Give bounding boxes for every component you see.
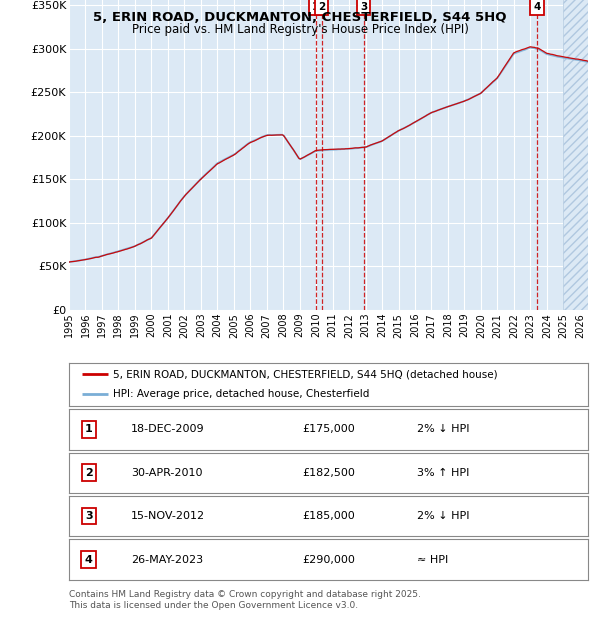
- Text: 3% ↑ HPI: 3% ↑ HPI: [417, 467, 469, 478]
- Text: 1: 1: [85, 424, 92, 435]
- Text: 4: 4: [533, 2, 541, 12]
- Text: £182,500: £182,500: [302, 467, 355, 478]
- Text: £185,000: £185,000: [302, 511, 355, 521]
- Text: £290,000: £290,000: [302, 554, 355, 565]
- Text: £175,000: £175,000: [302, 424, 355, 435]
- Text: 4: 4: [85, 554, 92, 565]
- Text: Contains HM Land Registry data © Crown copyright and database right 2025.
This d: Contains HM Land Registry data © Crown c…: [69, 590, 421, 609]
- Text: 1: 1: [312, 2, 319, 12]
- Text: 2: 2: [318, 2, 325, 12]
- Text: Price paid vs. HM Land Registry's House Price Index (HPI): Price paid vs. HM Land Registry's House …: [131, 24, 469, 36]
- Text: 5, ERIN ROAD, DUCKMANTON, CHESTERFIELD, S44 5HQ (detached house): 5, ERIN ROAD, DUCKMANTON, CHESTERFIELD, …: [113, 370, 498, 379]
- Text: 2% ↓ HPI: 2% ↓ HPI: [417, 511, 469, 521]
- Text: 30-APR-2010: 30-APR-2010: [131, 467, 203, 478]
- Text: 5, ERIN ROAD, DUCKMANTON, CHESTERFIELD, S44 5HQ: 5, ERIN ROAD, DUCKMANTON, CHESTERFIELD, …: [93, 12, 507, 24]
- Text: 3: 3: [360, 2, 367, 12]
- Text: 26-MAY-2023: 26-MAY-2023: [131, 554, 203, 565]
- Text: 15-NOV-2012: 15-NOV-2012: [131, 511, 205, 521]
- Bar: [563, 0, 596, 310]
- Text: 18-DEC-2009: 18-DEC-2009: [131, 424, 205, 435]
- Text: 2% ↓ HPI: 2% ↓ HPI: [417, 424, 469, 435]
- Text: ≈ HPI: ≈ HPI: [417, 554, 448, 565]
- Text: 2: 2: [85, 467, 92, 478]
- Text: 3: 3: [85, 511, 92, 521]
- Text: HPI: Average price, detached house, Chesterfield: HPI: Average price, detached house, Ches…: [113, 389, 370, 399]
